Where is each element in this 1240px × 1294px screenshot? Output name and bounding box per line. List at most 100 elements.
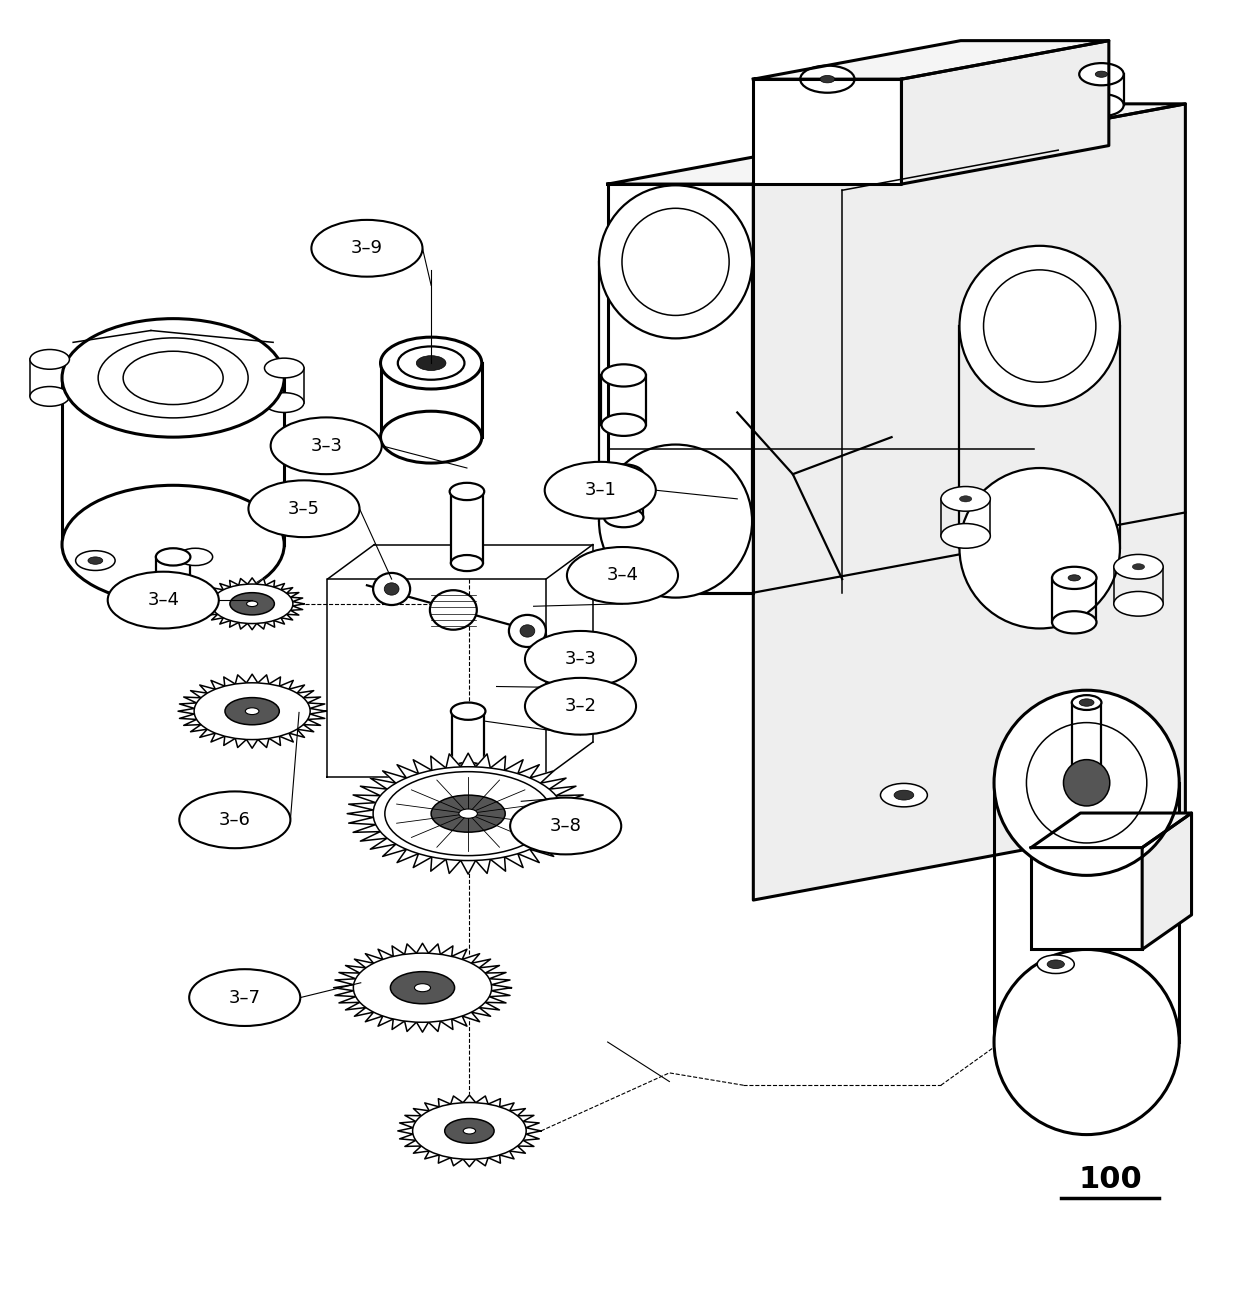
Ellipse shape [264,358,304,378]
Ellipse shape [62,485,284,604]
Ellipse shape [353,954,491,1022]
Ellipse shape [508,615,546,647]
Ellipse shape [246,708,259,714]
Ellipse shape [820,75,835,83]
Ellipse shape [604,465,644,484]
Ellipse shape [599,185,753,339]
Text: 3–3: 3–3 [310,437,342,454]
FancyBboxPatch shape [453,712,484,770]
Ellipse shape [88,556,103,564]
Ellipse shape [450,483,484,499]
Ellipse shape [800,66,854,93]
Ellipse shape [398,347,465,379]
Ellipse shape [190,969,300,1026]
Ellipse shape [179,549,212,565]
Polygon shape [754,79,901,184]
FancyBboxPatch shape [451,492,482,563]
Ellipse shape [373,573,410,606]
Polygon shape [201,578,304,630]
Ellipse shape [1052,611,1096,634]
Ellipse shape [1114,554,1163,580]
Ellipse shape [451,555,482,571]
Ellipse shape [960,496,972,502]
Ellipse shape [229,593,274,615]
Ellipse shape [601,365,646,387]
Text: 3–2: 3–2 [564,697,596,716]
Ellipse shape [1095,71,1107,78]
Ellipse shape [1064,760,1110,806]
Ellipse shape [453,762,484,779]
Ellipse shape [224,697,279,725]
Ellipse shape [381,338,482,389]
Ellipse shape [211,584,293,624]
Polygon shape [754,104,1185,901]
Ellipse shape [62,318,284,437]
Ellipse shape [1079,94,1123,116]
Ellipse shape [604,507,644,527]
Ellipse shape [510,797,621,854]
Polygon shape [608,184,754,593]
Ellipse shape [264,392,304,413]
Ellipse shape [800,109,854,136]
Polygon shape [754,40,1109,79]
Ellipse shape [1068,575,1080,581]
Ellipse shape [432,795,505,832]
Text: 3–1: 3–1 [584,481,616,499]
Ellipse shape [247,600,258,607]
Text: 3–4: 3–4 [606,567,639,585]
Ellipse shape [1037,955,1074,973]
Ellipse shape [384,582,399,595]
Ellipse shape [960,468,1120,629]
Polygon shape [398,1095,541,1167]
Ellipse shape [459,809,477,818]
Ellipse shape [941,487,991,511]
Ellipse shape [195,683,310,740]
Ellipse shape [464,1128,476,1134]
Text: 100: 100 [1079,1165,1142,1194]
Ellipse shape [108,572,218,629]
Ellipse shape [414,983,430,991]
Ellipse shape [960,246,1120,406]
Ellipse shape [391,972,455,1004]
Ellipse shape [525,631,636,687]
Polygon shape [334,943,511,1033]
Text: 3–4: 3–4 [148,591,180,609]
Ellipse shape [430,590,477,630]
Ellipse shape [413,1102,526,1159]
Ellipse shape [156,549,191,565]
FancyBboxPatch shape [1032,848,1142,950]
Ellipse shape [1079,699,1094,707]
Ellipse shape [248,480,360,537]
Text: 3–8: 3–8 [549,817,582,835]
Polygon shape [901,40,1109,184]
Ellipse shape [1132,564,1145,569]
Ellipse shape [880,783,928,807]
Ellipse shape [417,356,446,370]
Polygon shape [1032,813,1192,848]
Ellipse shape [601,414,646,436]
Ellipse shape [76,551,115,571]
Ellipse shape [1052,567,1096,589]
Ellipse shape [1114,591,1163,616]
Ellipse shape [445,1118,494,1143]
Ellipse shape [599,445,753,598]
Ellipse shape [520,625,534,637]
Ellipse shape [180,792,290,848]
Ellipse shape [894,791,914,800]
Ellipse shape [1079,63,1123,85]
Polygon shape [1142,813,1192,950]
Text: 3–6: 3–6 [219,811,250,829]
Ellipse shape [270,418,382,474]
Ellipse shape [30,387,69,406]
Text: 3–9: 3–9 [351,239,383,258]
Ellipse shape [381,411,482,463]
Ellipse shape [373,767,563,861]
Ellipse shape [451,703,485,719]
Ellipse shape [311,220,423,277]
Polygon shape [179,674,326,748]
Ellipse shape [994,690,1179,875]
Ellipse shape [994,950,1179,1135]
Ellipse shape [525,678,636,735]
Ellipse shape [1071,695,1101,710]
Ellipse shape [567,547,678,604]
